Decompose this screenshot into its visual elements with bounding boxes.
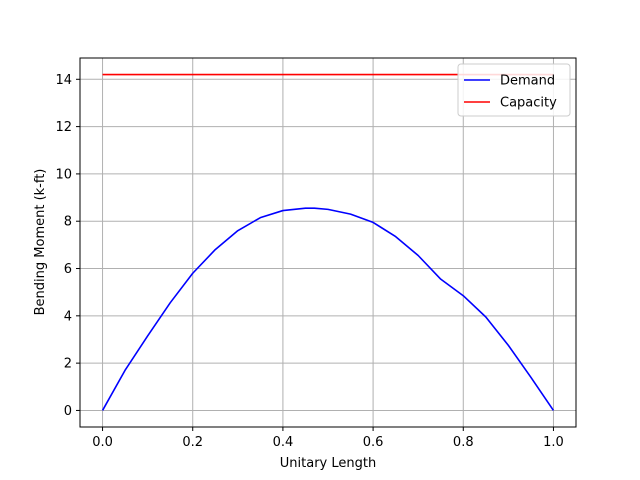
- x-tick-label: 0.0: [92, 435, 113, 450]
- y-tick-label: 12: [55, 120, 72, 135]
- x-tick-label: 0.6: [363, 435, 384, 450]
- legend-box: [457, 63, 571, 117]
- series-line-demand: [101, 207, 555, 411]
- y-axis-label: Bending Moment (k-ft): [33, 169, 48, 316]
- y-tick-label: 0: [64, 404, 72, 419]
- x-axis-label: Unitary Length: [280, 456, 376, 471]
- x-tick-label: 0.2: [182, 435, 203, 450]
- legend-label-capacity: Capacity: [500, 96, 557, 111]
- axis-ticks: 0.0 0.2 0.4 0.6 0.8 1.0 0 2 4 6 8 10 12 14: [55, 73, 563, 450]
- y-tick-label: 10: [55, 167, 72, 182]
- x-tick-label: 1.0: [543, 435, 564, 450]
- x-tick-label: 0.8: [453, 435, 474, 450]
- legend: Demand Capacity: [457, 63, 571, 117]
- y-tick-label: 14: [55, 73, 72, 88]
- series-lines: [101, 73, 555, 411]
- plot-frame: [79, 57, 577, 428]
- y-tick-label: 2: [64, 357, 72, 372]
- y-tick-label: 4: [64, 309, 72, 324]
- y-tick-label: 8: [64, 215, 72, 230]
- x-tick-label: 0.4: [273, 435, 294, 450]
- y-tick-label: 6: [64, 262, 72, 277]
- legend-label-demand: Demand: [500, 74, 555, 89]
